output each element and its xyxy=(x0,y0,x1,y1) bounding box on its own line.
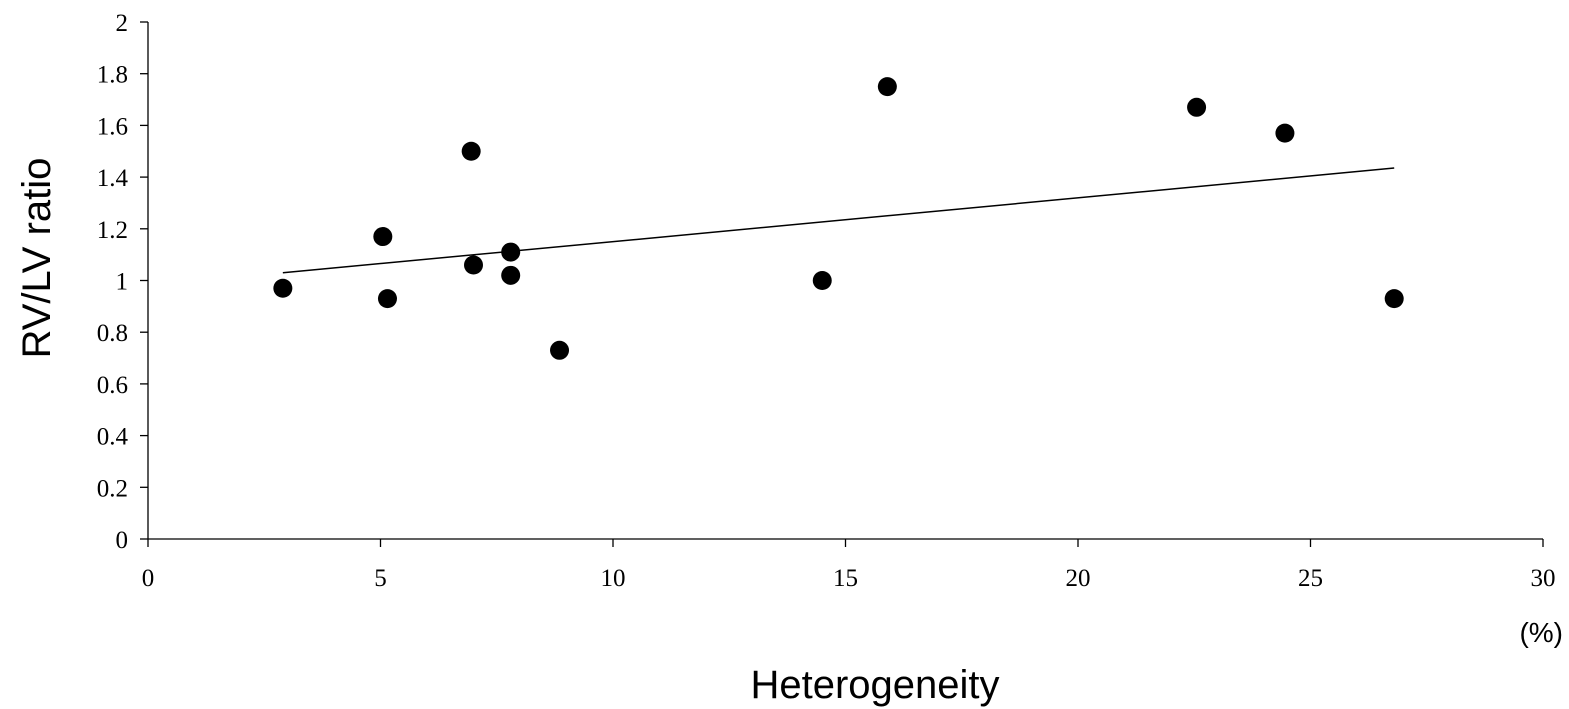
x-tick-label: 15 xyxy=(833,565,858,592)
x-tick-label: 10 xyxy=(601,565,626,592)
y-tick-label: 1.4 xyxy=(97,165,129,192)
x-axis-ticks: 0 5 10 15 20 25 30 xyxy=(142,539,1556,592)
x-tick-label: 5 xyxy=(374,565,387,592)
data-point xyxy=(273,278,293,298)
x-axis-title: Heterogeneity xyxy=(750,663,999,707)
x-tick-label: 30 xyxy=(1531,565,1556,592)
trendline-group xyxy=(282,167,1395,274)
axes xyxy=(147,22,1543,540)
x-tick-label: 0 xyxy=(142,565,155,592)
y-tick-label: 1.8 xyxy=(97,62,128,89)
y-axis-ticks: 0 0.2 0.4 0.6 0.8 1 1.2 1.4 1.6 1.8 2 xyxy=(97,10,148,554)
y-tick-label: 2 xyxy=(116,10,129,37)
data-point xyxy=(1187,97,1207,117)
x-tick-label: 25 xyxy=(1298,565,1323,592)
data-point xyxy=(377,289,397,309)
x-axis-unit: (%) xyxy=(1519,617,1563,648)
data-point xyxy=(373,227,393,247)
y-tick-label: 0.2 xyxy=(97,475,128,502)
trendline xyxy=(282,167,1395,274)
y-tick-label: 1 xyxy=(116,269,129,296)
data-point xyxy=(1384,289,1404,309)
data-point xyxy=(877,77,897,97)
x-tick-label: 20 xyxy=(1066,565,1091,592)
y-axis-title: RV/LV ratio xyxy=(15,158,59,359)
data-points xyxy=(273,77,1404,360)
y-tick-label: 0.6 xyxy=(97,372,128,399)
data-point xyxy=(464,255,483,275)
data-point xyxy=(501,242,521,262)
data-point xyxy=(1275,123,1295,143)
data-point xyxy=(550,340,570,360)
data-point xyxy=(812,271,832,290)
y-tick-label: 1.2 xyxy=(97,217,128,244)
data-point xyxy=(461,141,481,161)
data-point xyxy=(501,265,521,285)
y-tick-label: 0 xyxy=(116,527,129,554)
y-tick-label: 0.4 xyxy=(97,424,129,451)
y-tick-label: 0.8 xyxy=(97,320,128,347)
y-tick-label: 1.6 xyxy=(97,113,128,140)
